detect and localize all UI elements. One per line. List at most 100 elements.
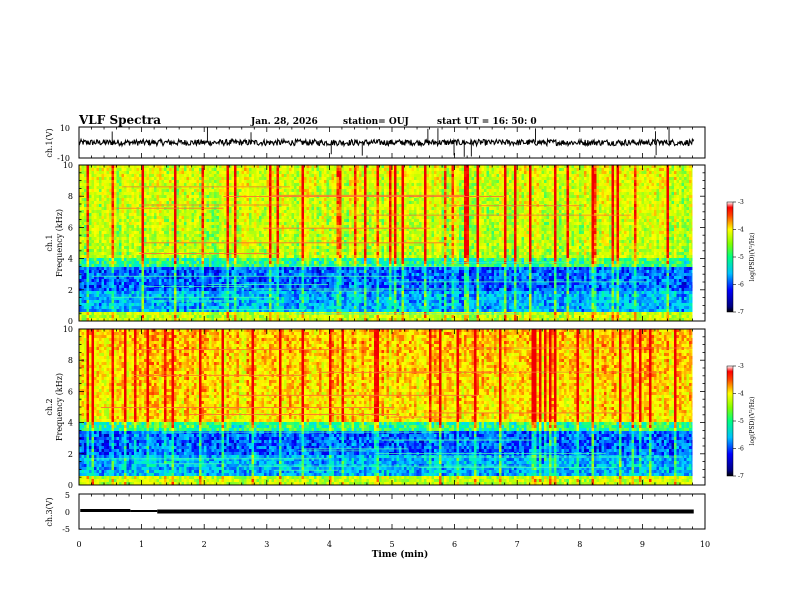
spectrogram-cell: [271, 189, 275, 193]
spectrogram-cell: [614, 183, 617, 187]
spectrogram-cell: [624, 210, 627, 214]
spectrogram-cell: [289, 222, 292, 226]
spectrogram-cell: [621, 204, 625, 208]
spectrogram-cell: [119, 222, 122, 226]
spectrogram-cell: [411, 192, 415, 196]
spectrogram-cell: [461, 177, 465, 181]
spectrogram-cell: [664, 216, 667, 220]
spectrogram-cell: [574, 216, 577, 220]
spectrogram-cell: [214, 165, 217, 169]
spectrogram-cell: [176, 222, 180, 226]
spectrogram-cell: [414, 210, 417, 214]
spectrogram-cell: [519, 198, 522, 202]
spectrogram-cell: [141, 183, 145, 187]
spectrogram-cell: [629, 201, 632, 205]
spectrogram-cell: [616, 186, 620, 190]
spectrogram-cell: [379, 222, 382, 226]
spectrogram-cell: [296, 177, 300, 181]
spectrogram-cell: [519, 192, 522, 196]
spectrogram-cell: [196, 177, 200, 181]
spectrogram-cell: [361, 174, 365, 178]
spectrogram-cell: [169, 168, 172, 172]
spectrogram-cell: [444, 219, 447, 223]
spectrogram-cell: [629, 198, 632, 202]
spectrogram-cell: [319, 216, 322, 220]
spectrogram-cell: [129, 204, 132, 208]
spectrogram-cell: [546, 210, 550, 214]
spectrogram-cell: [366, 216, 370, 220]
spectrogram-cell: [309, 168, 312, 172]
spectrogram-cell: [374, 171, 377, 175]
spectrogram-cell: [339, 171, 342, 175]
spectrogram-cell: [626, 207, 630, 211]
spectrogram-cell: [306, 189, 310, 193]
spectrogram-cell: [104, 201, 107, 205]
spectrogram-cell: [371, 165, 375, 169]
spectrogram-cell: [111, 201, 115, 205]
spectrogram-cell: [336, 207, 340, 211]
spectrogram-cell: [244, 186, 247, 190]
spectrogram-cell: [384, 213, 387, 217]
spectrogram-cell: [289, 216, 292, 220]
spectrogram-cell: [109, 213, 112, 217]
spectrogram-cell: [154, 201, 157, 205]
spectrogram-cell: [456, 222, 460, 226]
spectrogram-cell: [376, 165, 380, 169]
spectrogram-cell: [376, 177, 380, 181]
spectrogram-cell: [321, 222, 325, 226]
spectrogram-cell: [496, 210, 500, 214]
spectrogram-cell: [216, 201, 220, 205]
spectrogram-cell: [94, 186, 97, 190]
spectrogram-cell: [329, 165, 332, 169]
spectrogram-cell: [311, 183, 315, 187]
spectrogram-cell: [689, 165, 692, 169]
spectrogram-cell: [671, 189, 675, 193]
spectrogram-cell: [261, 210, 265, 214]
spectrogram-cell: [391, 216, 395, 220]
spectrogram-cell: [686, 201, 690, 205]
spectrogram-cell: [164, 168, 167, 172]
spectrogram-cell: [159, 183, 162, 187]
spectrogram-cell: [606, 207, 610, 211]
spectrogram-cell: [519, 165, 522, 169]
spectrogram-cell: [159, 213, 162, 217]
spectrogram-cell: [644, 207, 647, 211]
spectrogram-cell: [394, 207, 397, 211]
spectrogram-cell: [579, 216, 582, 220]
spectrogram-cell: [174, 213, 177, 217]
spectrogram-cell: [626, 168, 630, 172]
spectrogram-cell: [119, 219, 122, 223]
spectrogram-cell: [394, 180, 397, 184]
spectrogram-cell: [156, 210, 160, 214]
spectrogram-cell: [99, 171, 102, 175]
spectrogram-cell: [429, 186, 432, 190]
spectrogram-cell: [496, 207, 500, 211]
spectrogram-cell: [371, 210, 375, 214]
spectrogram-cell: [346, 210, 350, 214]
spectrogram-cell: [559, 192, 562, 196]
spectrogram-cell: [611, 204, 615, 208]
spectrogram-cell: [604, 201, 607, 205]
spectrogram-cell: [106, 171, 110, 175]
spectrogram-cell: [331, 204, 335, 208]
spectrogram-cell: [421, 219, 425, 223]
spectrogram-cell: [421, 207, 425, 211]
spectrogram-cell: [211, 204, 215, 208]
spectrogram-cell: [619, 177, 622, 181]
spectrogram-cell: [284, 222, 287, 226]
spectrogram-cell: [591, 165, 595, 169]
spectrogram-cell: [436, 213, 440, 217]
spectrogram-cell: [399, 213, 402, 217]
spectrogram-cell: [266, 180, 270, 184]
spectrogram-cell: [294, 213, 297, 217]
spectrogram-cell: [324, 165, 327, 169]
spectrogram-cell: [241, 204, 245, 208]
spectrogram-cell: [156, 219, 160, 223]
spectrogram-cell: [481, 198, 485, 202]
spectrogram-cell: [606, 186, 610, 190]
spectrogram-cell: [541, 195, 545, 199]
spectrogram-cell: [689, 219, 692, 223]
spectrogram-cell: [329, 207, 332, 211]
spectrogram-cell: [241, 180, 245, 184]
spectrogram-cell: [564, 174, 567, 178]
